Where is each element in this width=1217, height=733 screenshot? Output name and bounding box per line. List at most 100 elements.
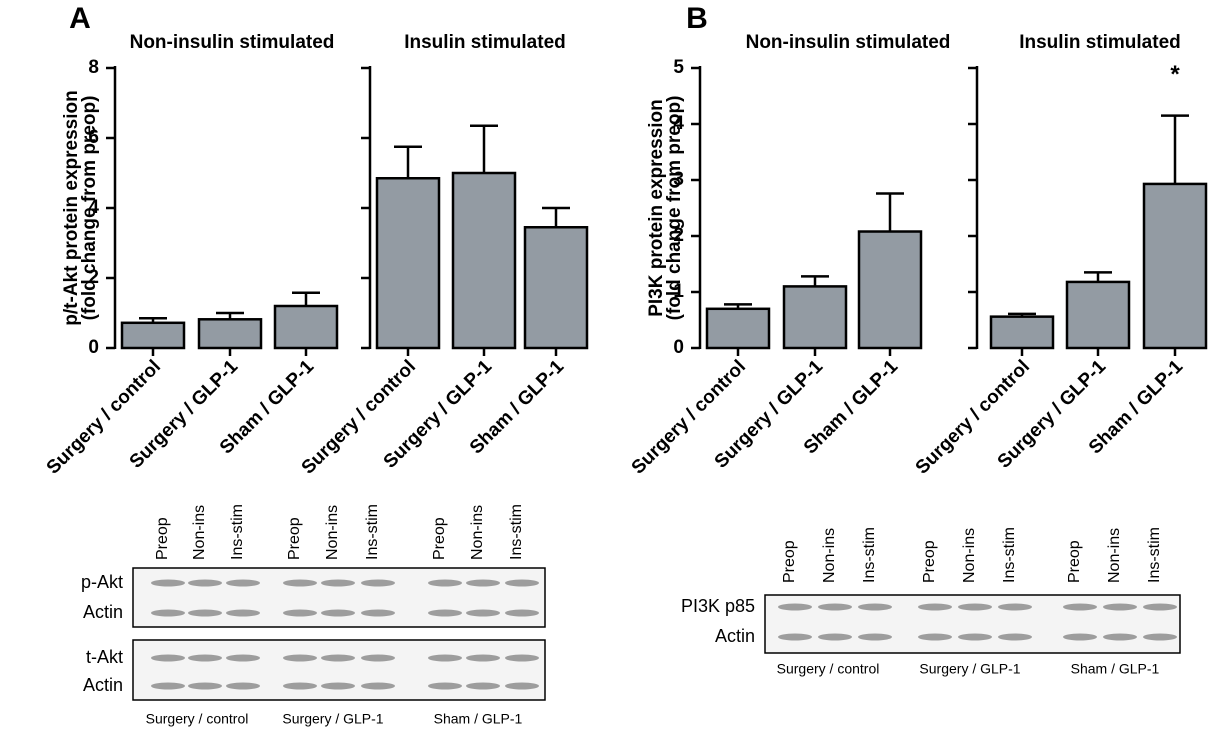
blot-band	[428, 655, 462, 662]
blot-band	[188, 655, 222, 662]
group-label: Surgery / control	[146, 711, 249, 727]
lane-label: Ins-stim	[229, 504, 246, 560]
blot-band	[505, 683, 539, 690]
chart-title: Insulin stimulated	[1019, 32, 1181, 53]
blot-row-label: t-Akt	[86, 647, 123, 667]
blot-band	[361, 655, 395, 662]
blot-band	[188, 610, 222, 617]
blot-band	[858, 604, 892, 611]
bar	[1144, 184, 1206, 348]
lane-label: Preop	[431, 517, 448, 560]
y-tick-label: 3	[673, 169, 684, 190]
blot-band	[151, 580, 185, 587]
y-tick-label: 0	[88, 337, 99, 358]
chart-title: Non-insulin stimulated	[746, 32, 951, 53]
y-tick-label: 4	[673, 113, 684, 134]
bar	[122, 323, 184, 348]
lane-label: Ins-stim	[364, 504, 381, 560]
lane-label: Preop	[154, 517, 171, 560]
blot-band	[466, 683, 500, 690]
blot-band	[958, 604, 992, 611]
bar	[377, 178, 439, 348]
group-label: Sham / GLP-1	[1071, 661, 1160, 677]
blot-band	[428, 683, 462, 690]
bar	[707, 309, 769, 348]
blot-band	[466, 610, 500, 617]
blot-band	[188, 580, 222, 587]
blot-band	[858, 634, 892, 641]
blot-box	[133, 640, 545, 700]
bar	[1067, 282, 1129, 348]
blot-row-label: p-Akt	[81, 572, 123, 592]
bar	[199, 319, 261, 348]
bar	[991, 317, 1053, 348]
blot-band	[321, 683, 355, 690]
blot-band	[321, 655, 355, 662]
blot-row-label: Actin	[83, 602, 123, 622]
blot-band	[283, 655, 317, 662]
blot-row-label: PI3K p85	[681, 596, 755, 616]
y-tick-label: 0	[673, 337, 684, 358]
lane-label: Ins-stim	[1146, 527, 1163, 583]
y-tick-label: 6	[88, 127, 99, 148]
blot-band	[361, 580, 395, 587]
blot-band	[1063, 634, 1097, 641]
blot-band	[283, 610, 317, 617]
group-label: Surgery / GLP-1	[282, 711, 383, 727]
lane-label: Preop	[921, 540, 938, 583]
blot-band	[466, 655, 500, 662]
panel-letter: B	[686, 2, 708, 35]
lane-label: Ins-stim	[1001, 527, 1018, 583]
blot-band	[505, 610, 539, 617]
lane-label: Non-ins	[821, 528, 838, 583]
blot-band	[151, 610, 185, 617]
blot-band	[998, 604, 1032, 611]
blot-band	[321, 610, 355, 617]
blot-band	[188, 683, 222, 690]
bar	[784, 286, 846, 348]
bar	[859, 232, 921, 348]
blot-band	[226, 683, 260, 690]
blot-band	[1143, 634, 1177, 641]
blot-band	[505, 580, 539, 587]
blot-band	[1143, 604, 1177, 611]
group-label: Sham / GLP-1	[434, 711, 523, 727]
blot-band	[998, 634, 1032, 641]
blot-band	[321, 580, 355, 587]
blot-band	[918, 634, 952, 641]
group-label: Surgery / control	[777, 661, 880, 677]
y-tick-label: 5	[673, 57, 684, 78]
blot-band	[1103, 604, 1137, 611]
blot-band	[778, 634, 812, 641]
y-tick-label: 2	[673, 225, 684, 246]
figure: A B Non-insulin stimulatedp/t-Akt protei…	[0, 0, 1217, 733]
blot-band	[1063, 604, 1097, 611]
lane-label: Non-ins	[1106, 528, 1123, 583]
blot-band	[226, 610, 260, 617]
blot-band	[958, 634, 992, 641]
blot-band	[505, 655, 539, 662]
blot-band	[283, 683, 317, 690]
blot-band	[818, 604, 852, 611]
bar	[453, 173, 515, 348]
blot-band	[151, 655, 185, 662]
lane-label: Ins-stim	[508, 504, 525, 560]
bar	[525, 227, 587, 348]
lane-label: Preop	[1066, 540, 1083, 583]
blot-band	[818, 634, 852, 641]
lane-label: Preop	[781, 540, 798, 583]
blot-band	[226, 580, 260, 587]
blot-band	[466, 580, 500, 587]
lane-label: Preop	[286, 517, 303, 560]
blot-box	[133, 568, 545, 627]
lane-label: Non-ins	[961, 528, 978, 583]
blot-band	[283, 580, 317, 587]
group-label: Surgery / GLP-1	[919, 661, 1020, 677]
blot-band	[918, 604, 952, 611]
blot-band	[151, 683, 185, 690]
blot-band	[1103, 634, 1137, 641]
panel-letter: A	[69, 2, 91, 35]
lane-label: Non-ins	[469, 505, 486, 560]
annotation: *	[1170, 61, 1180, 88]
y-tick-label: 1	[673, 281, 684, 302]
